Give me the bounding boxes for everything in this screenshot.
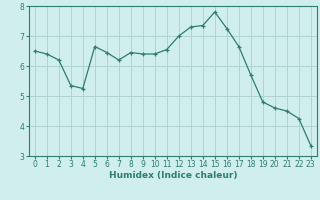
X-axis label: Humidex (Indice chaleur): Humidex (Indice chaleur) xyxy=(108,171,237,180)
